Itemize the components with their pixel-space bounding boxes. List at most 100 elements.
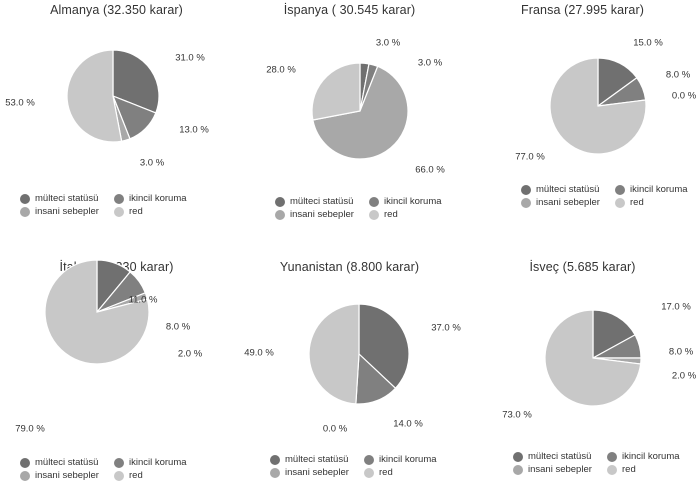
legend-label: ikincil koruma xyxy=(129,193,187,204)
legend-label: mülteci statüsü xyxy=(536,184,600,195)
slice-red xyxy=(544,309,642,407)
chart-title: Fransa (27.995 karar) xyxy=(521,3,644,17)
legend-label: red xyxy=(622,464,636,475)
data-label: 0.0 % xyxy=(672,91,697,102)
chart-panel-ispanya: İspanya ( 30.545 karar) 3.0 % 3.0 % 66.0 %… xyxy=(233,0,466,242)
legend: mülteci statüsü ikincil koruma insani sebe… xyxy=(20,457,250,497)
legend-item: insani sebepler xyxy=(20,206,99,217)
legend-swatch xyxy=(364,454,374,465)
chart-title: İspanya ( 30.545 karar) xyxy=(283,3,416,17)
data-label: 66.0 % xyxy=(415,165,445,176)
data-label: 3.0 % xyxy=(418,58,443,69)
slice-red xyxy=(44,259,150,365)
legend-item: ikincil koruma xyxy=(607,451,680,462)
data-label: 73.0 % xyxy=(502,410,532,421)
chart-title: Yunanistan (8.800 karar) xyxy=(279,260,420,274)
chart-panel-isvec: İsveç (5.685 karar) 17.0 % 8.0 % 2.0 % 73.0… xyxy=(466,242,699,484)
legend-swatch xyxy=(615,184,625,195)
pie-chart-svg: 15.0 % 8.0 % 0.0 % 77.0 % xyxy=(515,38,697,163)
legend-item: mülteci statüsü xyxy=(521,184,599,195)
data-label: 28.0 % xyxy=(266,65,296,76)
data-label: 3.0 % xyxy=(140,158,165,169)
legend-swatch xyxy=(270,454,280,465)
legend-swatch xyxy=(114,193,124,204)
legend-item: red xyxy=(607,464,636,475)
chart-panel-italya: İtalya (22.330 karar) 11.0 %8.0 %2.0 %79… xyxy=(0,242,233,484)
legend-swatch xyxy=(275,196,285,207)
legend-label: red xyxy=(129,470,143,481)
legend-item: ikincil koruma xyxy=(369,196,442,207)
chart-panel-yunanistan: Yunanistan (8.800 karar) 37.0 % 14.0 % 0.0… xyxy=(233,242,466,484)
slice-insani-sebepler xyxy=(312,65,409,160)
slice-red xyxy=(66,49,123,143)
legend-swatch xyxy=(114,470,124,481)
legend-swatch xyxy=(275,209,285,220)
legend-label: mülteci statüsü xyxy=(290,196,354,207)
data-label: 2.0 % xyxy=(178,349,203,360)
data-label: 49.0 % xyxy=(244,348,274,359)
slice-multeci-statusu xyxy=(112,49,160,114)
legend-swatch xyxy=(521,184,531,195)
slice-red xyxy=(311,62,361,121)
pie-chart-svg: 37.0 % 14.0 % 0.0 % 49.0 % xyxy=(244,303,461,435)
legend-item: red xyxy=(364,467,393,478)
legend-item: mülteci statüsü xyxy=(20,457,98,468)
legend-swatch xyxy=(615,197,625,208)
pie-chart-svg: 17.0 % 8.0 % 2.0 % 73.0 % xyxy=(502,302,696,421)
data-label: 31.0 % xyxy=(175,53,205,64)
legend-item: insani sebepler xyxy=(275,209,354,220)
data-label: 14.0 % xyxy=(393,419,423,430)
legend-swatch xyxy=(20,457,30,468)
legend-swatch xyxy=(364,467,374,478)
legend: mülteci statüsü ikincil koruma insani sebe… xyxy=(20,193,250,233)
legend-item: ikincil koruma xyxy=(114,457,187,468)
legend: mülteci statüsü ikincil koruma insani sebe… xyxy=(521,184,700,224)
legend: mülteci statüsü ikincil koruma insani sebe… xyxy=(270,454,500,494)
data-label: 8.0 % xyxy=(166,322,191,333)
legend-label: ikincil koruma xyxy=(379,454,437,465)
legend-label: insani sebepler xyxy=(528,464,592,475)
legend-item: mülteci statüsü xyxy=(20,193,98,204)
legend-item: insani sebepler xyxy=(270,467,349,478)
legend-swatch xyxy=(607,451,617,462)
legend-label: insani sebepler xyxy=(536,197,600,208)
legend-swatch xyxy=(513,451,523,462)
legend-item: insani sebepler xyxy=(513,464,592,475)
legend-item: mülteci statüsü xyxy=(513,451,591,462)
legend-item: red xyxy=(114,470,143,481)
data-label: 17.0 % xyxy=(661,302,691,313)
chart-panel-almanya: Almanya (32.350 karar) 31.0 % 13.0 % 3.0 %… xyxy=(0,0,233,242)
data-label: 8.0 % xyxy=(669,347,694,358)
chart-title: Almanya (32.350 karar) xyxy=(50,3,183,17)
slice-multeci-statusu xyxy=(592,309,636,360)
legend-swatch xyxy=(20,193,30,204)
legend-label: insani sebepler xyxy=(35,206,99,217)
pie-chart-svg: 3.0 % 3.0 % 66.0 % 28.0 % xyxy=(266,38,445,176)
pie-chart-svg: 31.0 % 13.0 % 3.0 % 53.0 % xyxy=(5,49,209,169)
data-label: 8.0 % xyxy=(666,70,691,81)
legend-label: ikincil koruma xyxy=(129,457,187,468)
data-label: 79.0 % xyxy=(15,424,45,435)
legend-label: red xyxy=(129,206,143,217)
legend-swatch xyxy=(369,196,379,207)
legend-item: red xyxy=(369,209,398,220)
slice-multeci-statusu xyxy=(358,303,410,390)
chart-panel-fransa: Fransa (27.995 karar) 15.0 % 8.0 % 0.0 % 77… xyxy=(466,0,699,242)
legend-item: insani sebepler xyxy=(521,197,600,208)
legend-swatch xyxy=(114,457,124,468)
legend-item: red xyxy=(615,197,644,208)
legend-label: ikincil koruma xyxy=(630,184,688,195)
data-label: 11.0 % xyxy=(129,295,158,306)
legend-item: ikincil koruma xyxy=(364,454,437,465)
pie-chart-grid: Almanya (32.350 karar) 31.0 % 13.0 % 3.0 %… xyxy=(0,0,699,484)
legend: mülteci statüsü ikincil koruma insani sebe… xyxy=(275,196,505,236)
legend-label: mülteci statüsü xyxy=(528,451,592,462)
legend-label: mülteci statüsü xyxy=(35,457,99,468)
data-label: 3.0 % xyxy=(376,38,401,49)
legend-item: mülteci statüsü xyxy=(275,196,353,207)
legend-swatch xyxy=(20,206,30,217)
legend-item: insani sebepler xyxy=(20,470,99,481)
legend-label: red xyxy=(379,467,393,478)
legend-item: ikincil koruma xyxy=(615,184,688,195)
legend-label: ikincil koruma xyxy=(384,196,442,207)
